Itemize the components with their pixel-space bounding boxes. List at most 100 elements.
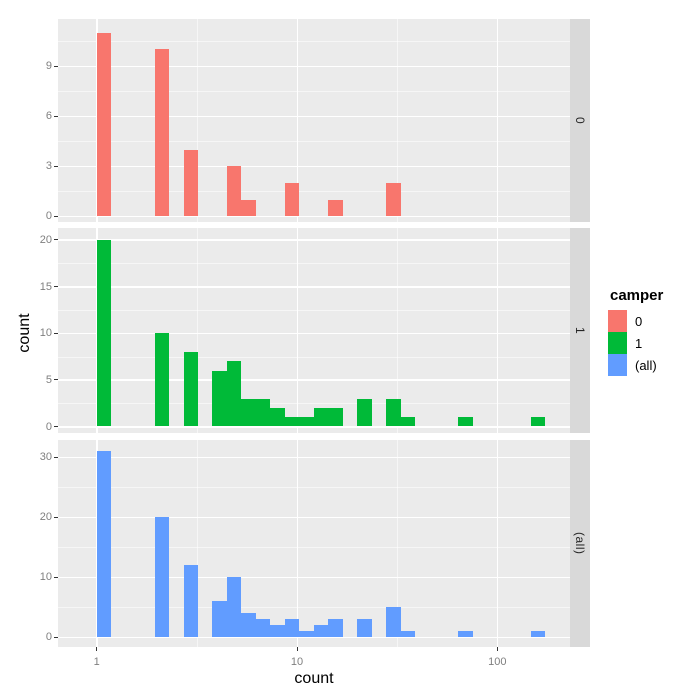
legend-label: (all)	[635, 357, 657, 373]
histogram-bar	[97, 239, 111, 427]
facet-strip-1: 1	[570, 228, 590, 433]
gridline-y-minor	[58, 91, 570, 93]
histogram-bar	[357, 398, 372, 427]
x-tick-mark	[296, 647, 298, 651]
gridline-x-major	[296, 19, 298, 222]
gridline-y-major	[58, 286, 570, 288]
histogram-bar	[299, 631, 314, 637]
gridline-y-major	[58, 165, 570, 168]
y-tick-mark	[54, 636, 58, 638]
histogram-bar	[227, 361, 241, 427]
gridline-y-major	[58, 332, 570, 335]
gridline-y-major	[58, 379, 570, 381]
x-tick-label: 100	[488, 656, 507, 668]
histogram-bar	[227, 166, 241, 217]
legend-key-0: 0	[608, 310, 663, 332]
y-tick-mark	[54, 332, 58, 334]
y-tick-mark	[54, 456, 58, 458]
facet-strip-label: 1	[573, 326, 587, 335]
histogram-bar	[386, 607, 401, 637]
y-tick-label: 20	[39, 233, 52, 246]
x-axis-title: count	[294, 670, 334, 687]
legend-swatch	[608, 310, 627, 332]
gridline-y-major	[58, 516, 570, 518]
histogram-bar	[357, 619, 372, 637]
gridline-y-minor	[58, 356, 570, 358]
histogram-bar	[285, 619, 299, 637]
facet-strip-label: (all)	[573, 532, 587, 555]
gridline-y-minor	[58, 263, 570, 265]
legend-swatch	[608, 332, 627, 354]
y-tick-mark	[54, 286, 58, 288]
facet-panel-0	[58, 19, 570, 222]
legend-keys: 0 1 (all)	[608, 310, 663, 376]
y-tick-mark	[54, 576, 58, 578]
histogram-bar	[328, 407, 343, 427]
histogram-bar	[241, 613, 256, 637]
gridline-x-major	[496, 228, 499, 433]
histogram-bar	[184, 565, 198, 637]
histogram-bar	[155, 49, 169, 217]
legend-label: 0	[635, 313, 643, 329]
y-tick-mark	[54, 115, 58, 117]
gridline-y-minor	[58, 403, 570, 405]
x-tick-mark	[496, 647, 498, 651]
facet-strip-label: 0	[573, 116, 587, 125]
histogram-bar	[270, 625, 285, 637]
histogram-bar	[314, 625, 328, 637]
gridline-x-minor	[196, 228, 198, 433]
histogram-bar	[97, 32, 111, 217]
y-tick-label: 0	[45, 631, 52, 643]
histogram-bar	[256, 398, 270, 427]
facet-strip-0: 0	[570, 19, 590, 222]
gridline-x-minor	[196, 19, 198, 222]
histogram-bar	[270, 407, 285, 427]
gridline-y-major	[58, 65, 570, 67]
histogram-bar	[212, 601, 227, 637]
histogram-bar	[212, 370, 227, 427]
x-tick-label: 10	[290, 656, 304, 668]
gridline-x-major	[96, 19, 98, 222]
gridline-y-major	[58, 456, 570, 458]
histogram-bar	[155, 333, 169, 427]
y-tick-mark	[54, 516, 58, 518]
y-tick-label: 10	[39, 327, 52, 340]
legend-label: 1	[635, 335, 643, 351]
gridline-y-major	[58, 239, 570, 241]
histogram-bar	[386, 182, 401, 217]
y-tick-label: 20	[39, 511, 52, 523]
legend-key-(all): (all)	[608, 354, 663, 376]
gridline-x-major	[496, 440, 499, 647]
y-tick-label: 3	[45, 160, 52, 173]
gridline-x-minor	[397, 228, 399, 433]
y-tick-mark	[54, 379, 58, 381]
histogram-bar	[458, 417, 473, 427]
y-tick-mark	[54, 65, 58, 67]
y-tick-label: 10	[39, 571, 52, 583]
gridline-x-major	[96, 228, 98, 433]
histogram-bar	[256, 619, 270, 637]
y-tick-mark	[54, 426, 58, 427]
y-tick-mark	[54, 165, 58, 167]
gridline-x-major	[296, 440, 298, 647]
y-tick-label: 9	[45, 60, 52, 72]
histogram-bar	[531, 417, 545, 427]
histogram-bar	[386, 398, 401, 427]
histogram-bar	[285, 417, 299, 427]
facet-strip-(all): (all)	[570, 440, 590, 647]
histogram-bar	[241, 199, 256, 217]
gridline-y-minor	[58, 191, 570, 193]
x-tick-label: 1	[93, 656, 100, 668]
gridline-y-minor	[58, 487, 570, 488]
legend-title: camper	[610, 287, 664, 304]
x-tick-mark	[96, 647, 98, 651]
histogram-bar	[227, 577, 241, 637]
y-tick-label: 30	[39, 451, 52, 463]
gridline-x-minor	[196, 440, 198, 647]
gridline-y-major	[58, 215, 570, 218]
y-tick-label: 0	[45, 420, 52, 433]
histogram-bar	[328, 619, 343, 637]
histogram-bar	[155, 517, 169, 637]
histogram-bar	[328, 199, 343, 217]
